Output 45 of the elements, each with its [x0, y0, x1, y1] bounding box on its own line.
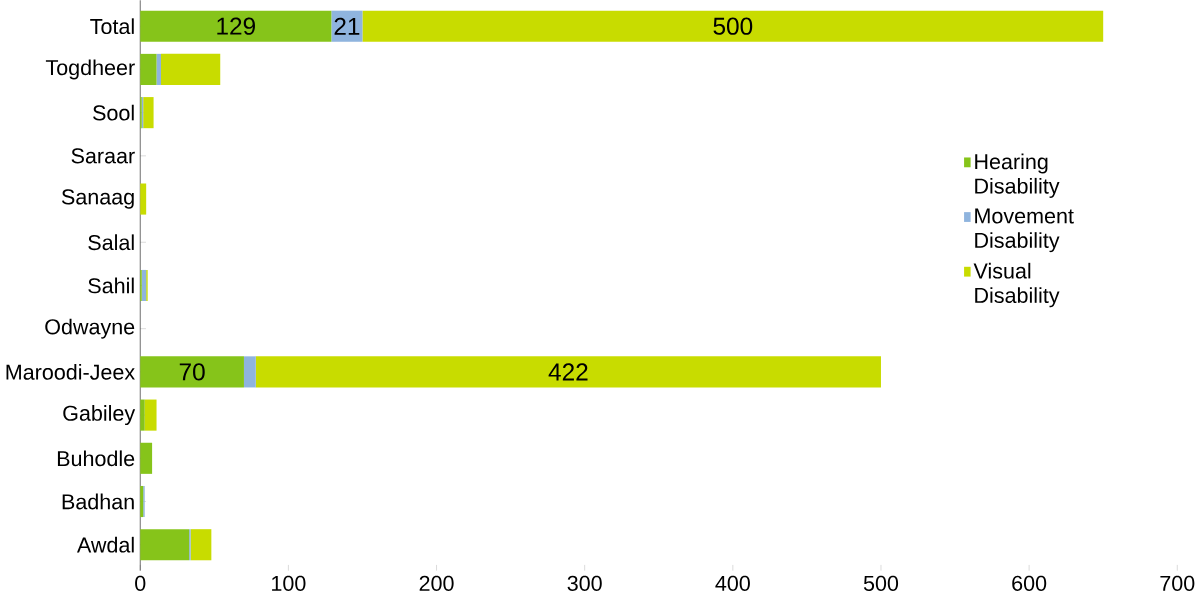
x-tick-label: 500	[863, 575, 899, 592]
x-tick-label: 0	[135, 575, 146, 592]
bar	[144, 399, 157, 431]
x-tick-label: 600	[1012, 575, 1047, 592]
bar	[160, 54, 221, 86]
x-tick-label: 400	[715, 575, 750, 592]
bar	[243, 356, 256, 388]
legend-label: Movement Disability	[975, 208, 1074, 253]
x-tick-label: 100	[272, 575, 306, 592]
bar	[140, 529, 190, 561]
y-tick-label: Awdal	[76, 536, 134, 553]
bar	[156, 54, 161, 86]
y-tick-label: Salal	[88, 234, 134, 251]
bar	[143, 97, 154, 129]
bar	[362, 10, 1104, 42]
y-tick-label: Maroodi-Jeex	[6, 364, 135, 380]
y-tick-label: Togdheer	[45, 59, 135, 80]
bar	[140, 399, 145, 431]
data-label: 70	[179, 363, 205, 381]
y-tick-label: Total	[90, 18, 134, 35]
bar	[140, 54, 157, 86]
x-tick-label: 200	[419, 575, 454, 592]
x-tick-label: 700	[1160, 575, 1195, 592]
y-tick-label: Saraar	[71, 148, 135, 164]
legend-label: Hearing Disability	[975, 153, 1060, 199]
bar	[141, 270, 147, 302]
bar	[140, 356, 244, 388]
y-tick-label: Sahil	[88, 277, 134, 294]
y-tick-label: Odwayne	[45, 318, 135, 339]
bar	[140, 10, 332, 42]
data-label: 422	[548, 363, 588, 381]
y-tick-label: Sool	[93, 104, 134, 121]
y-tick-label: Buhodle	[57, 450, 135, 467]
y-tick-label: Sanaag	[61, 189, 134, 209]
y-tick-label: Badhan	[62, 493, 134, 510]
bar	[190, 529, 212, 561]
data-label: 129	[217, 17, 255, 35]
bar	[140, 442, 153, 474]
y-tick-label: Gabiley	[63, 405, 136, 426]
x-tick-label: 300	[567, 575, 602, 592]
bar	[140, 183, 147, 215]
bar	[255, 356, 881, 388]
legend-label: Visual Disability	[973, 262, 1060, 308]
data-label: 500	[713, 17, 753, 35]
data-label: 21	[334, 17, 360, 35]
